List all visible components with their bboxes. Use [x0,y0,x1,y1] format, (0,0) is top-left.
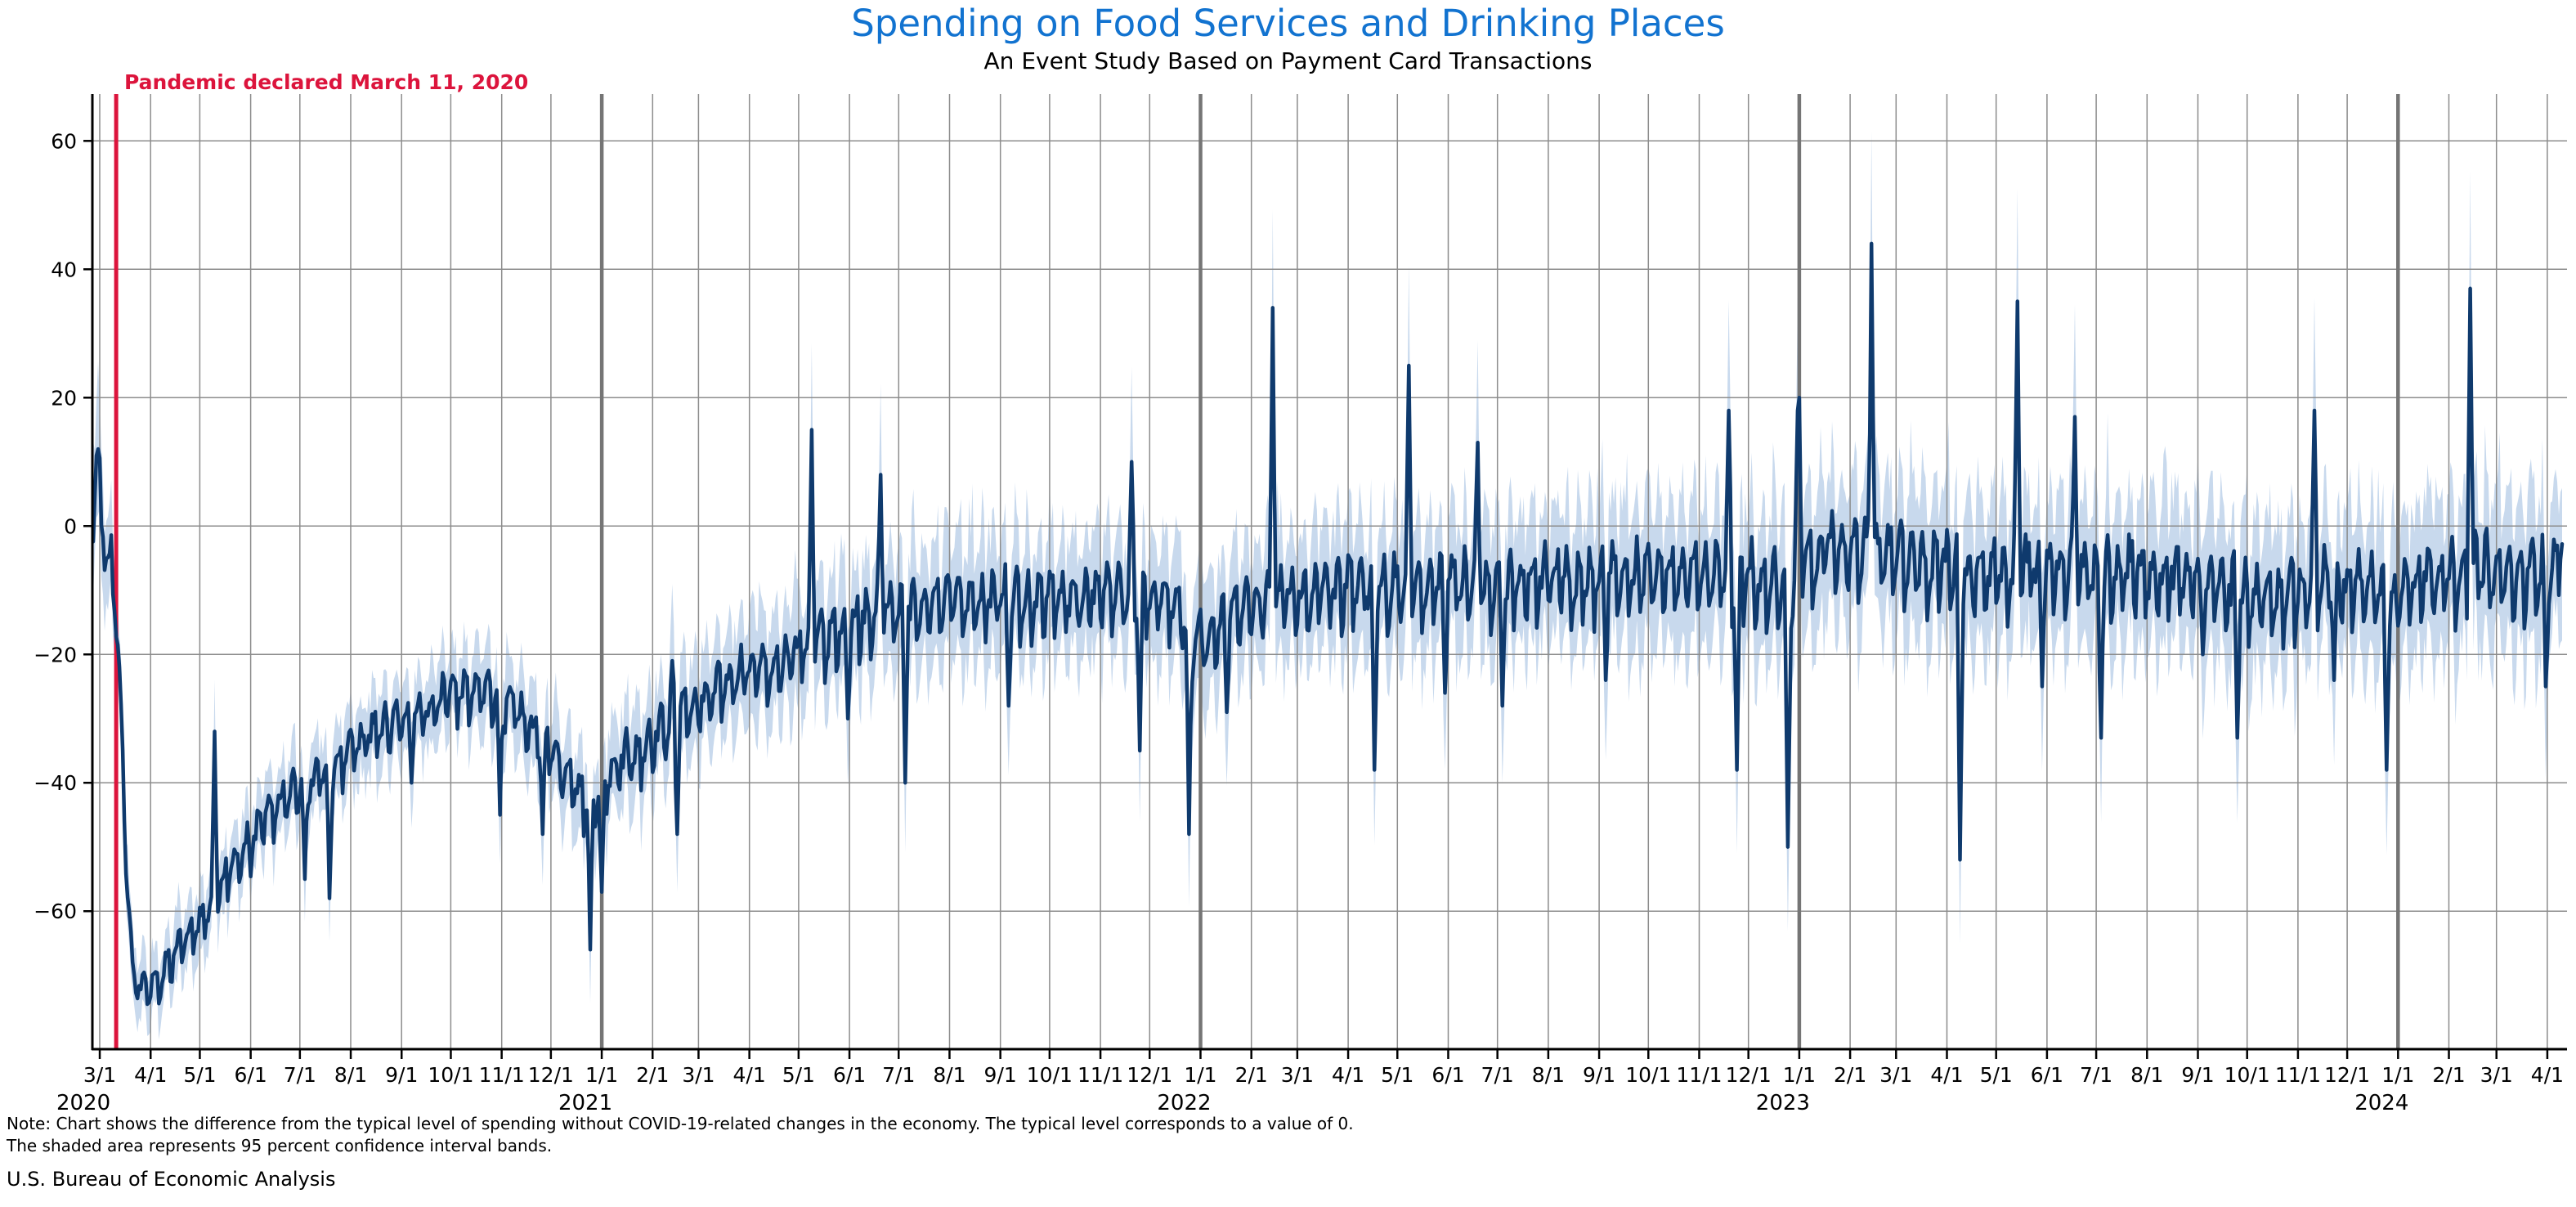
x-tick-label: 8/1 [334,1063,367,1087]
x-tick-label: 11/1 [479,1063,525,1087]
x-year-label: 2023 [1756,1091,1810,1115]
x-tick-label: 6/1 [235,1063,267,1087]
y-tick-label: −20 [34,643,77,666]
x-tick-label: 3/1 [1281,1063,1314,1087]
chart-subtitle: An Event Study Based on Payment Card Tra… [983,47,1593,74]
x-tick-label: 5/1 [183,1063,216,1087]
x-tick-label: 2/1 [636,1063,669,1087]
x-tick-label: 1/1 [1783,1063,1816,1087]
x-tick-label: 4/1 [2531,1063,2564,1087]
x-tick-label: 2/1 [1834,1063,1866,1087]
x-tick-label: 4/1 [1332,1063,1364,1087]
x-tick-label: 9/1 [385,1063,418,1087]
x-tick-label: 2/1 [2432,1063,2465,1087]
source-attribution: U.S. Bureau of Economic Analysis [7,1168,336,1191]
x-tick-label: 8/1 [1532,1063,1565,1087]
x-tick-label: 4/1 [134,1063,167,1087]
x-tick-label: 10/1 [1625,1063,1671,1087]
y-tick-label: −40 [34,771,77,795]
x-tick-label: 5/1 [782,1063,815,1087]
pandemic-annotation: Pandemic declared March 11, 2020 [124,70,529,94]
x-tick-label: 11/1 [1077,1063,1123,1087]
x-tick-label: 12/1 [1726,1063,1772,1087]
x-tick-label: 5/1 [1980,1063,2013,1087]
x-tick-label: 2/1 [1235,1063,1268,1087]
x-tick-label: 4/1 [1930,1063,1963,1087]
y-tick-label: 40 [51,258,77,281]
x-tick-label: 1/1 [585,1063,618,1087]
x-tick-label: 11/1 [2275,1063,2321,1087]
spending-series-line [91,241,2565,1007]
x-tick-label: 12/1 [1127,1063,1172,1087]
x-tick-label: 3/1 [83,1063,116,1087]
x-tick-label: 7/1 [1481,1063,1514,1087]
x-tick-label: 4/1 [733,1063,766,1087]
x-tick-label: 5/1 [1381,1063,1413,1087]
x-tick-label: 6/1 [833,1063,866,1087]
x-tick-label: 10/1 [2224,1063,2270,1087]
x-tick-label: 12/1 [528,1063,574,1087]
chart-title: Spending on Food Services and Drinking P… [851,2,1725,45]
x-tick-label: 12/1 [2324,1063,2370,1087]
x-tick-label: 6/1 [2031,1063,2063,1087]
y-tick-label: −60 [34,900,77,923]
x-tick-label: 9/1 [1583,1063,1615,1087]
x-tick-label: 10/1 [1027,1063,1073,1087]
x-year-label: 2022 [1157,1091,1211,1115]
x-tick-label: 7/1 [882,1063,915,1087]
x-tick-label: 7/1 [284,1063,316,1087]
x-tick-label: 10/1 [428,1063,473,1087]
y-tick-label: 20 [51,386,77,410]
x-tick-label: 11/1 [1676,1063,1722,1087]
x-year-label: 2021 [558,1091,612,1115]
x-year-label: 2020 [56,1091,110,1115]
x-tick-label: 9/1 [984,1063,1017,1087]
x-tick-label: 3/1 [2480,1063,2513,1087]
x-tick-label: 3/1 [1879,1063,1912,1087]
x-tick-label: 1/1 [1184,1063,1216,1087]
x-year-label: 2024 [2354,1091,2408,1115]
x-tick-label: 1/1 [2381,1063,2414,1087]
x-tick-label: 8/1 [933,1063,965,1087]
x-tick-label: 8/1 [2130,1063,2163,1087]
footnote-line-1: Note: Chart shows the difference from th… [7,1114,1354,1133]
x-tick-label: 6/1 [1431,1063,1464,1087]
footnote-line-2: The shaded area represents 95 percent co… [7,1136,553,1155]
y-tick-label: 0 [64,514,77,538]
y-tick-label: 60 [51,129,77,153]
x-tick-label: 7/1 [2080,1063,2112,1087]
x-tick-label: 3/1 [682,1063,715,1087]
x-tick-label: 9/1 [2181,1063,2214,1087]
